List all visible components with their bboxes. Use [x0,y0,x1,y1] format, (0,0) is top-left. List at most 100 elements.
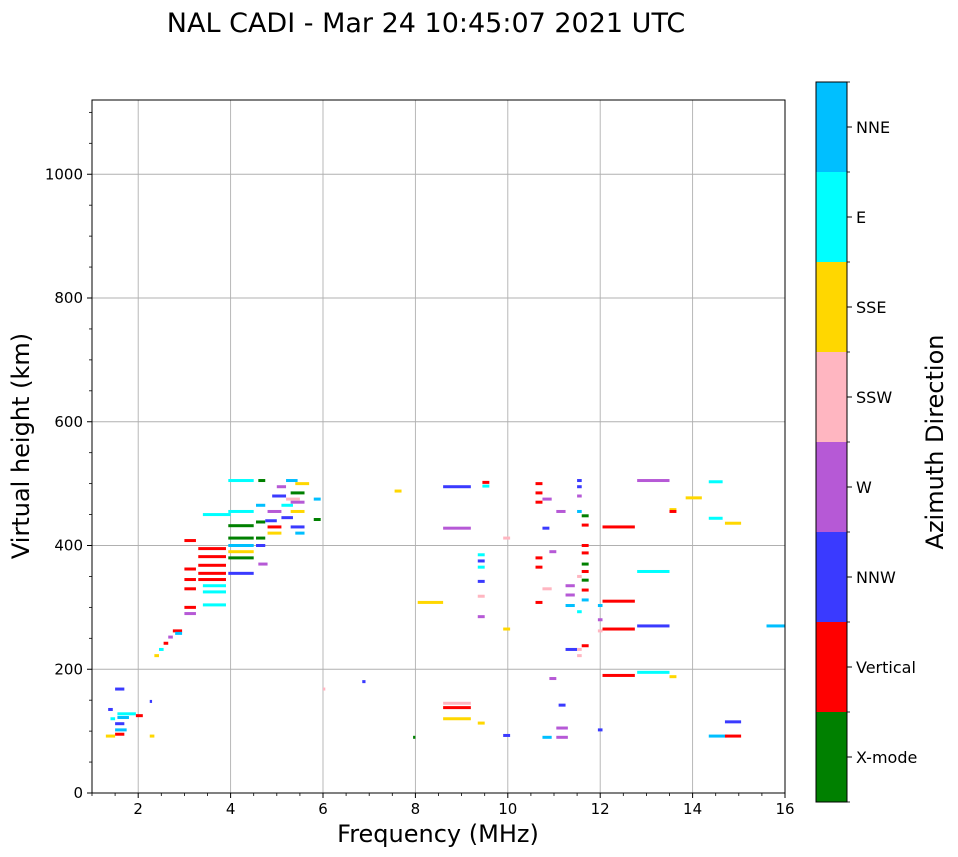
echo-segment-w [477,615,485,619]
echo-segment-vertical [163,641,169,645]
colorbar-tick-label: W [856,478,872,497]
echo-segment-nnw [637,624,670,628]
plot-area: 2 4 6 8 10 12 14 16 0 200 400 600 800 1000 [45,99,795,818]
echo-segment-vertical [602,525,635,529]
echo-segment-sse [477,721,485,725]
y-tick-label: 800 [54,289,83,307]
echo-segment-nne [256,503,266,507]
colorbar-swatch-nne [816,82,847,172]
x-tick-label: 14 [683,800,702,818]
echo-segment-nnw [281,516,293,520]
echo-segment-w [565,593,575,597]
echo-segment-w [556,509,566,513]
echo-segment-ssw [577,647,582,651]
echo-segment-vertical [198,547,226,551]
echo-segment-sse [503,627,511,631]
echo-segment-vertical [535,565,543,569]
echo-segment-nne [286,479,298,483]
colorbar: X-mode Vertical NNW W SSW SSE E NNE [815,81,917,803]
echo-segment-w [267,509,282,513]
colorbar-tick-label: NNW [856,568,896,587]
echo-segment-nnw [577,479,582,483]
echo-segment-vertical [198,563,226,567]
echo-segment-vertical [482,480,490,484]
echo-segment-e [202,590,226,594]
echo-segment-vertical [184,567,196,571]
echo-segment-w [168,635,173,639]
echo-segment-nne [565,604,575,608]
echo-segment-ssw [477,594,485,598]
echo-segment-w [556,735,568,739]
echo-segment-vertical [198,555,226,559]
echo-segment-nnw [477,559,485,563]
echo-segment-e [228,509,254,513]
x-tick-label: 6 [318,800,328,818]
echo-segment-vertical [198,578,226,582]
echo-segment-vertical [443,706,471,710]
echo-segment-sse [417,600,444,604]
echo-segment-x-mode [228,556,254,560]
echo-segment-vertical [267,525,282,529]
echo-segment-ssw [577,654,582,658]
echo-segment-x-mode [581,514,589,518]
y-tick-label: 400 [54,537,83,555]
x-tick-label: 8 [411,800,421,818]
echo-segment-vertical [184,605,196,609]
echo-segment-x-mode [228,524,254,528]
echo-segment-x-mode [256,520,266,524]
echo-segment-nne [228,544,254,547]
echo-segment-sse [154,654,159,658]
echo-segment-x-mode [258,479,266,483]
echo-segment-e [202,584,226,588]
echo-segment-nne [708,734,728,738]
echo-segment-vertical [602,599,635,603]
echo-segment-e [202,603,226,607]
colorbar-tick-label: SSW [856,388,892,407]
echo-segment-ssw [597,629,603,633]
echo-segment-w [443,526,471,530]
echo-segment-sse [290,509,305,513]
x-axis-label: Frequency (MHz) [337,820,539,848]
echo-segment-nnw [115,722,125,726]
echo-segment-sse [669,675,677,679]
echo-segment-nnw [597,728,603,732]
echo-segment-e [577,610,582,614]
echo-segment-sse [394,489,402,493]
echo-segment-nne [766,624,785,628]
colorbar-swatch-sse [816,262,847,352]
echo-segment-e [708,480,723,484]
echo-segment-ssw [542,587,552,591]
echo-segment-vertical [581,569,589,573]
echo-segment-vertical [535,491,543,495]
echo-segment-vertical [602,627,635,631]
echo-segment-nne [295,531,305,535]
y-tick-label: 200 [54,660,83,678]
echo-segment-x-mode [581,562,589,566]
echo-segment-nne [175,631,183,635]
echo-segment-nnw [724,720,742,724]
colorbar-swatch-vertical [816,622,847,712]
echo-segment-w [577,494,582,498]
echo-segment-x-mode [228,536,254,540]
echo-segment-ssw [443,701,471,705]
x-tick-label: 2 [133,800,143,818]
echo-segment-sse [724,521,742,525]
echo-segment-vertical [115,732,125,736]
colorbar-swatch-nnw [816,532,847,622]
echo-segment-w [290,500,305,504]
y-tick-label: 0 [73,784,83,802]
colorbar-frame [815,81,848,803]
echo-segment-nnw [115,687,125,691]
echo-segment-e [637,569,670,573]
echo-segment-e [281,503,293,507]
echo-segment-vertical [172,629,183,633]
echo-segment-vertical [184,578,196,582]
echo-segment-nnw [272,494,287,498]
echo-segment-nnw [542,526,550,530]
echo-segment-nnw [362,680,366,684]
echo-segment-vertical [184,539,196,543]
y-axis-label: Virtual height (km) [7,333,35,559]
echo-segment-nnw [256,544,266,547]
echo-segment-sse [295,482,310,486]
